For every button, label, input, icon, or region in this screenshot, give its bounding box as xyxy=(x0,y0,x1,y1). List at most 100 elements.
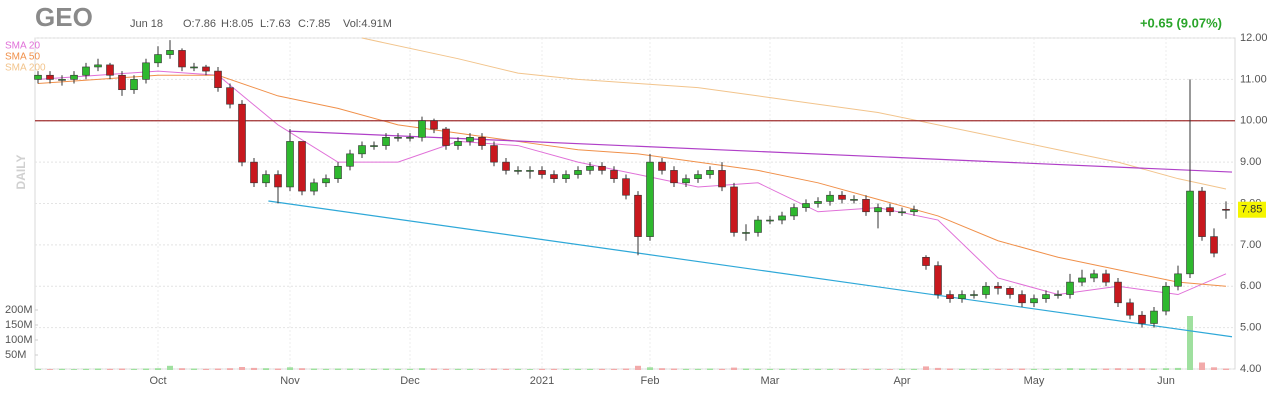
volume-bar xyxy=(191,368,197,370)
candle-body xyxy=(814,201,822,204)
volume-bar xyxy=(1115,368,1121,370)
volume-bar xyxy=(143,368,149,370)
volume-bar xyxy=(155,368,161,370)
candle-body xyxy=(898,211,906,214)
volume-bar xyxy=(503,368,509,370)
candle-body xyxy=(1150,310,1158,324)
candle-body xyxy=(538,170,546,175)
y-tick-label: 6.00 xyxy=(1240,280,1261,292)
y-tick-label: 9.00 xyxy=(1240,156,1261,168)
candle-body xyxy=(370,145,378,147)
x-tick-label: May xyxy=(1024,375,1045,387)
volume-bar xyxy=(623,368,629,370)
x-tick-label: Apr xyxy=(893,375,910,387)
candle-body xyxy=(142,62,150,80)
candle-body xyxy=(322,178,330,184)
x-tick-label: Dec xyxy=(400,375,420,387)
volume-tick-label: 100M xyxy=(5,334,33,346)
volume-bar xyxy=(1067,368,1073,370)
volume-bar xyxy=(263,368,269,370)
volume-bar xyxy=(35,368,41,370)
legend-entry: SMA 50 xyxy=(5,52,40,63)
x-tick-label: 2021 xyxy=(530,375,554,387)
candle-body xyxy=(394,137,402,139)
candle-body xyxy=(46,74,54,80)
volume-bar xyxy=(947,368,953,370)
volume-bar xyxy=(671,368,677,370)
volume-bar xyxy=(635,365,641,370)
candle-body xyxy=(598,165,606,171)
candle-body xyxy=(922,256,930,266)
volume-bar xyxy=(575,368,581,370)
volume-bar xyxy=(1163,368,1169,370)
candle-body xyxy=(1054,294,1062,296)
candle-body xyxy=(454,141,462,146)
volume-bar xyxy=(995,368,1001,370)
sma-line xyxy=(361,37,1227,190)
candle-body xyxy=(1006,288,1014,295)
volume-bar xyxy=(959,368,965,370)
volume-label: Vol:4.91M xyxy=(343,18,392,30)
candle-body xyxy=(574,170,582,175)
candle-body xyxy=(658,161,666,171)
volume-bar xyxy=(911,368,917,370)
volume-bar xyxy=(1007,368,1013,370)
candle-body xyxy=(514,170,522,172)
candle-body xyxy=(1126,302,1134,316)
volume-bar xyxy=(167,365,173,370)
volume-bar xyxy=(599,368,605,370)
x-tick-label: Nov xyxy=(280,375,300,387)
candle-body xyxy=(802,203,810,208)
volume-bar xyxy=(455,368,461,370)
volume-bar xyxy=(107,368,113,370)
candle-body xyxy=(874,207,882,213)
volume-bar xyxy=(1103,368,1109,370)
candle-body xyxy=(106,64,114,76)
candle-body xyxy=(742,232,750,234)
volume-bar xyxy=(1031,368,1037,370)
volume-bar xyxy=(179,368,185,370)
candle-body xyxy=(418,120,426,138)
volume-bar xyxy=(287,367,293,370)
candle-body xyxy=(34,74,42,80)
volume-bar xyxy=(659,368,665,370)
x-tick-label: Oct xyxy=(149,375,166,387)
volume-bar xyxy=(779,368,785,370)
candle-body xyxy=(502,161,510,171)
candle-body xyxy=(826,194,834,202)
candle-body xyxy=(622,178,630,196)
candle-body xyxy=(1078,277,1086,283)
candle-body xyxy=(670,170,678,184)
candle-body xyxy=(1222,208,1230,211)
volume-tick-label: 200M xyxy=(5,304,33,316)
y-tick-label: 7.00 xyxy=(1240,239,1261,251)
candle-body xyxy=(1174,273,1182,287)
candle-body xyxy=(1198,190,1206,237)
candle-body xyxy=(214,70,222,88)
candle-body xyxy=(466,137,474,142)
candle-body xyxy=(778,215,786,221)
candle-body xyxy=(586,165,594,171)
candle-body xyxy=(1030,298,1038,304)
volume-bar xyxy=(359,368,365,370)
candle-body xyxy=(1042,294,1050,299)
candle-body xyxy=(118,74,126,91)
candle-body xyxy=(262,174,270,184)
candle-body xyxy=(550,174,558,179)
candle-body xyxy=(982,285,990,295)
candle-body xyxy=(430,120,438,130)
candle-body xyxy=(694,174,702,179)
candle-body xyxy=(718,170,726,188)
volume-bar xyxy=(59,368,65,370)
candle-body xyxy=(274,174,282,188)
sma-line xyxy=(37,70,1227,296)
candle-body xyxy=(490,145,498,163)
volume-bar xyxy=(227,368,233,370)
volume-tick-label: 50M xyxy=(5,349,26,361)
volume-bar xyxy=(419,368,425,370)
volume-bar xyxy=(395,368,401,370)
volume-bar xyxy=(371,368,377,370)
volume-bar xyxy=(551,368,557,370)
candle-body xyxy=(70,74,78,80)
date: Jun 18 xyxy=(130,18,163,30)
